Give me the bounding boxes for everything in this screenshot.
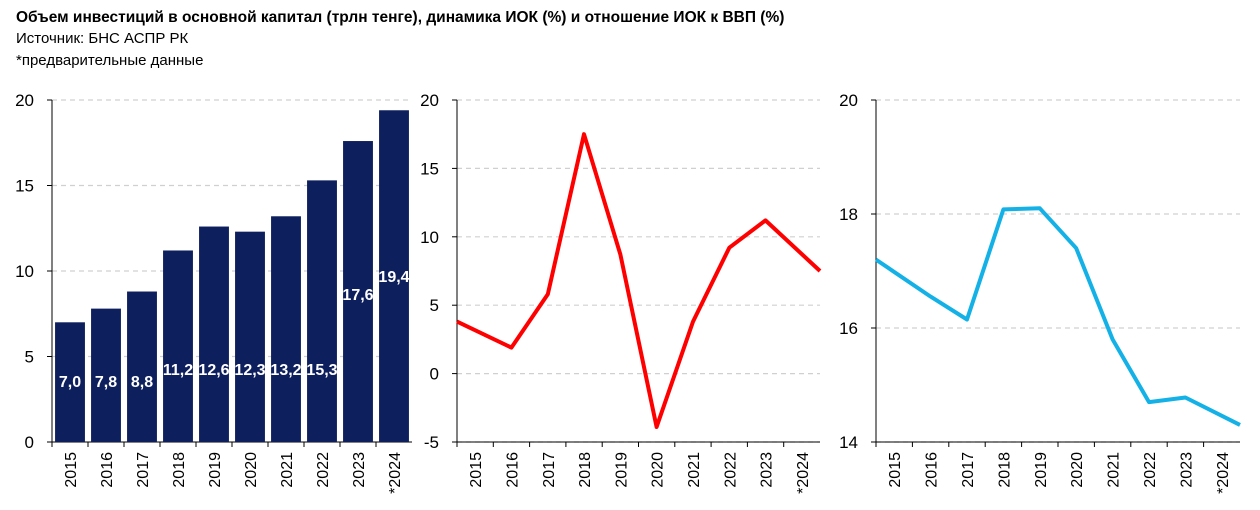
y-tick-label: 15 [15,177,34,196]
bar-value-label: 7,8 [95,374,117,391]
bar-value-label: 12,3 [234,362,265,379]
x-tick-label: 2015 [887,452,904,488]
x-tick-label: 2021 [686,452,703,488]
x-tick-label: 2022 [1142,452,1159,488]
x-tick-label: 2018 [996,452,1013,488]
x-tick-label: *2024 [387,452,404,494]
y-tick-label: 0 [25,433,34,452]
x-tick-label: 2021 [279,452,296,488]
x-tick-label: 2016 [504,452,521,488]
bar-value-label: 8,8 [131,374,153,391]
x-tick-label: *2024 [795,452,812,494]
bar [127,291,157,442]
y-tick-label: 10 [15,262,34,281]
bar [55,322,85,442]
x-tick-label: 2017 [541,452,558,488]
bar [235,231,265,442]
x-tick-label: 2017 [135,452,152,488]
x-tick-label: 2023 [351,452,368,488]
x-tick-label: 2015 [468,452,485,488]
y-tick-label: 20 [15,91,34,110]
x-tick-label: 2023 [1178,452,1195,488]
x-tick-label: 2020 [243,452,260,488]
bar-value-label: 15,3 [306,362,337,379]
chart-panel-1: 0 5 10 15 20 2015 2016 2017 2018 2019 2020 2021 2022… [15,91,412,494]
y-tick-label: 10 [420,228,439,247]
source-note: Источник: БНС АСПР РК [16,30,189,47]
x-tick-label: 2019 [207,452,224,488]
x-tick-label: 2021 [1106,452,1123,488]
y-tick-label: 20 [420,91,439,110]
preliminary-note: *предварительные данные [16,52,204,69]
chart-title: Объем инвестиций в основной капитал (трл… [16,9,785,26]
bar-value-label: 7,0 [59,374,81,391]
x-tick-label: 2017 [960,452,977,488]
y-tick-label: 5 [25,348,34,367]
bar [199,226,229,442]
x-tick-label: 2015 [63,452,80,488]
chart-panel-3: 14 16 18 20 2015 2016 2017 2018 2019 2020 2021 2022… [839,91,1241,494]
bar-value-label: 19,4 [378,269,409,286]
x-tick-label: 2019 [1033,452,1050,488]
x-tick-label: *2024 [1215,452,1232,494]
bar [91,308,121,442]
y-tick-label: 20 [839,91,858,110]
chart-panel-2: -5 0 5 10 15 20 2015 2016 2017 2018 2019 2020 2021 20… [420,91,822,494]
chart-header: Объем инвестиций в основной капитал (трл… [16,8,784,72]
bar [163,250,193,442]
bar [379,110,409,442]
y-tick-label: 0 [430,365,439,384]
bar [343,141,373,443]
x-tick-label: 2018 [577,452,594,488]
series-line [874,206,1241,427]
x-tick-label: 2020 [650,452,667,488]
bar-value-label: 17,6 [342,287,373,304]
x-tick-label: 2016 [99,452,116,488]
x-tick-label: 2022 [722,452,739,488]
y-tick-label: 14 [839,433,858,452]
x-tick-label: 2023 [759,452,776,488]
bar [307,180,337,442]
y-tick-label: 16 [839,319,858,338]
bar-value-label: 13,2 [270,362,301,379]
x-tick-label: 2022 [315,452,332,488]
y-tick-label: 15 [420,159,439,178]
x-tick-label: 2018 [171,452,188,488]
y-tick-label: -5 [424,433,439,452]
x-tick-label: 2016 [924,452,941,488]
x-tick-label: 2019 [613,452,630,488]
y-tick-label: 18 [839,205,858,224]
series-line [456,132,822,429]
x-tick-label: 2020 [1069,452,1086,488]
bar [271,216,301,442]
bar-value-label: 12,6 [198,362,229,379]
bar-value-label: 11,2 [163,362,193,379]
y-tick-label: 5 [430,296,439,315]
